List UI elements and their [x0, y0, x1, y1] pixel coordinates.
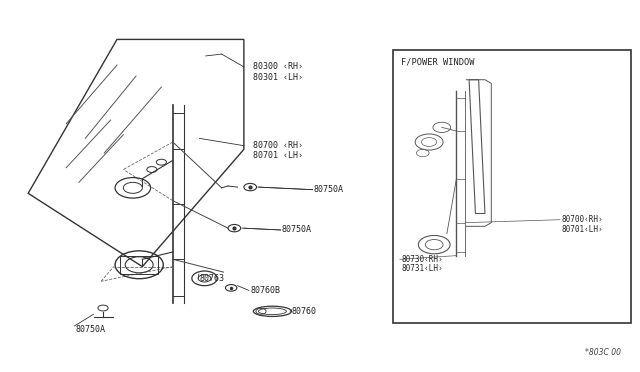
- Text: 80760: 80760: [291, 307, 316, 316]
- Text: 80700 ‹RH›: 80700 ‹RH›: [253, 141, 303, 150]
- Text: 80730‹RH›: 80730‹RH›: [401, 255, 443, 264]
- Text: 80701‹LH›: 80701‹LH›: [561, 225, 603, 234]
- Text: F/POWER WINDOW: F/POWER WINDOW: [401, 58, 475, 67]
- Text: 80301 ‹LH›: 80301 ‹LH›: [253, 73, 303, 83]
- Text: 80701 ‹LH›: 80701 ‹LH›: [253, 151, 303, 160]
- Text: *803C 00: *803C 00: [586, 348, 621, 357]
- Text: 80750A: 80750A: [314, 185, 344, 194]
- Text: 80750A: 80750A: [76, 325, 106, 334]
- Bar: [393, 51, 631, 323]
- Text: 80760B: 80760B: [250, 286, 280, 295]
- Text: 80300 ‹RH›: 80300 ‹RH›: [253, 62, 303, 71]
- Text: 80750A: 80750A: [282, 225, 312, 234]
- Text: 80700‹RH›: 80700‹RH›: [561, 215, 603, 224]
- Text: 80763: 80763: [200, 274, 225, 283]
- Bar: [120, 256, 158, 274]
- Text: 80731‹LH›: 80731‹LH›: [401, 264, 443, 273]
